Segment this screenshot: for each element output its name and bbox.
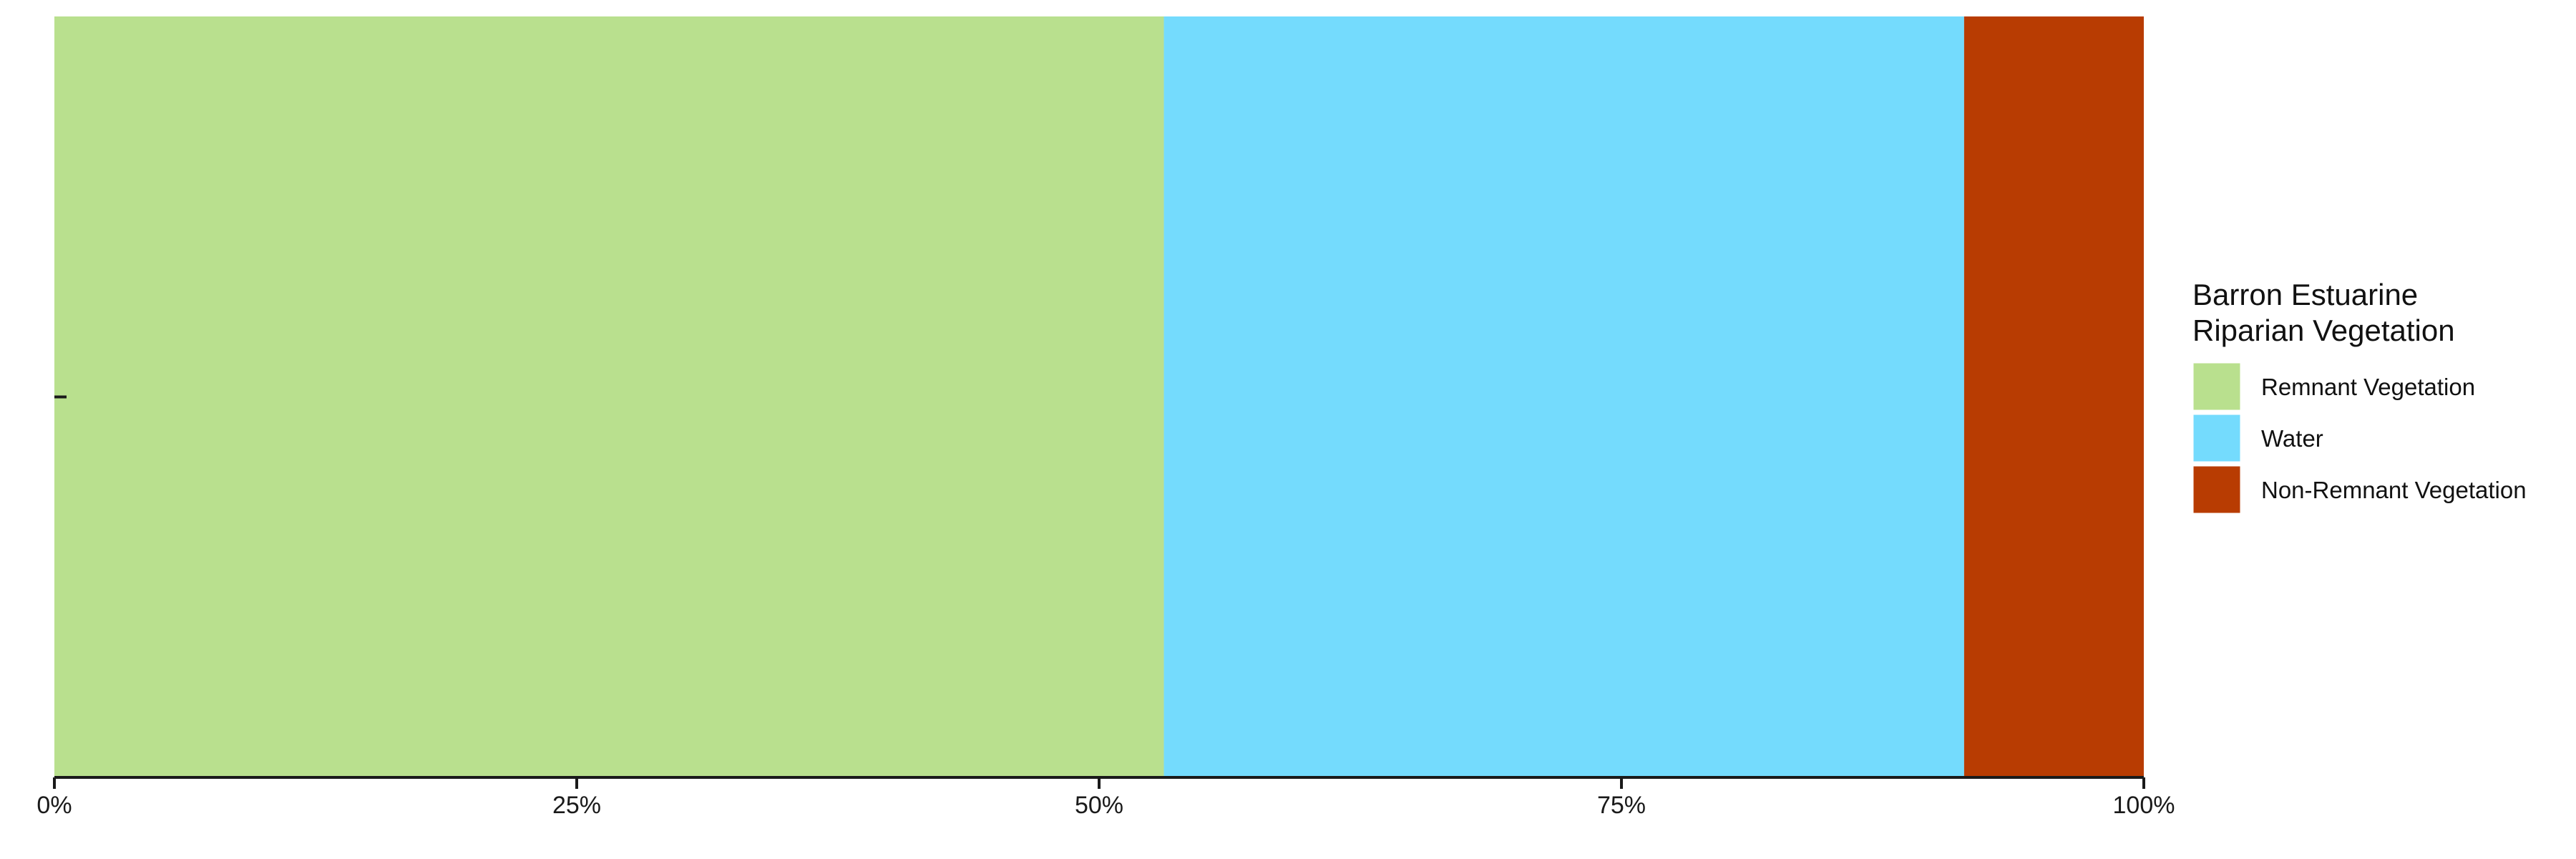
legend-key-non-remnant-vegetation [2191, 464, 2243, 515]
bar-segment-water [1163, 16, 1964, 777]
legend-title-line: Riparian Vegetation [2192, 314, 2455, 347]
legend-key-water [2191, 412, 2243, 464]
x-tick-label: 75% [1597, 792, 1646, 819]
bar-segment-non-remnant-vegetation [1963, 16, 2144, 777]
legend-label-water: Water [2261, 425, 2323, 452]
bar-segments [54, 16, 2144, 777]
legend-label-remnant-vegetation: Remnant Vegetation [2261, 374, 2475, 400]
axes: 0% 25% 50% 75% 100% [36, 395, 2175, 819]
legend-key-remnant-vegetation [2191, 361, 2243, 412]
bar-segment-remnant-vegetation [54, 16, 1164, 777]
x-tick-label: 25% [552, 792, 601, 819]
legend-label-non-remnant-vegetation: Non-Remnant Vegetation [2261, 477, 2527, 503]
x-tick-label: 100% [2113, 792, 2175, 819]
x-tick-label: 0% [36, 792, 72, 819]
x-tick-label: 50% [1075, 792, 1123, 819]
legend-title-line: Barron Estuarine [2192, 278, 2418, 311]
